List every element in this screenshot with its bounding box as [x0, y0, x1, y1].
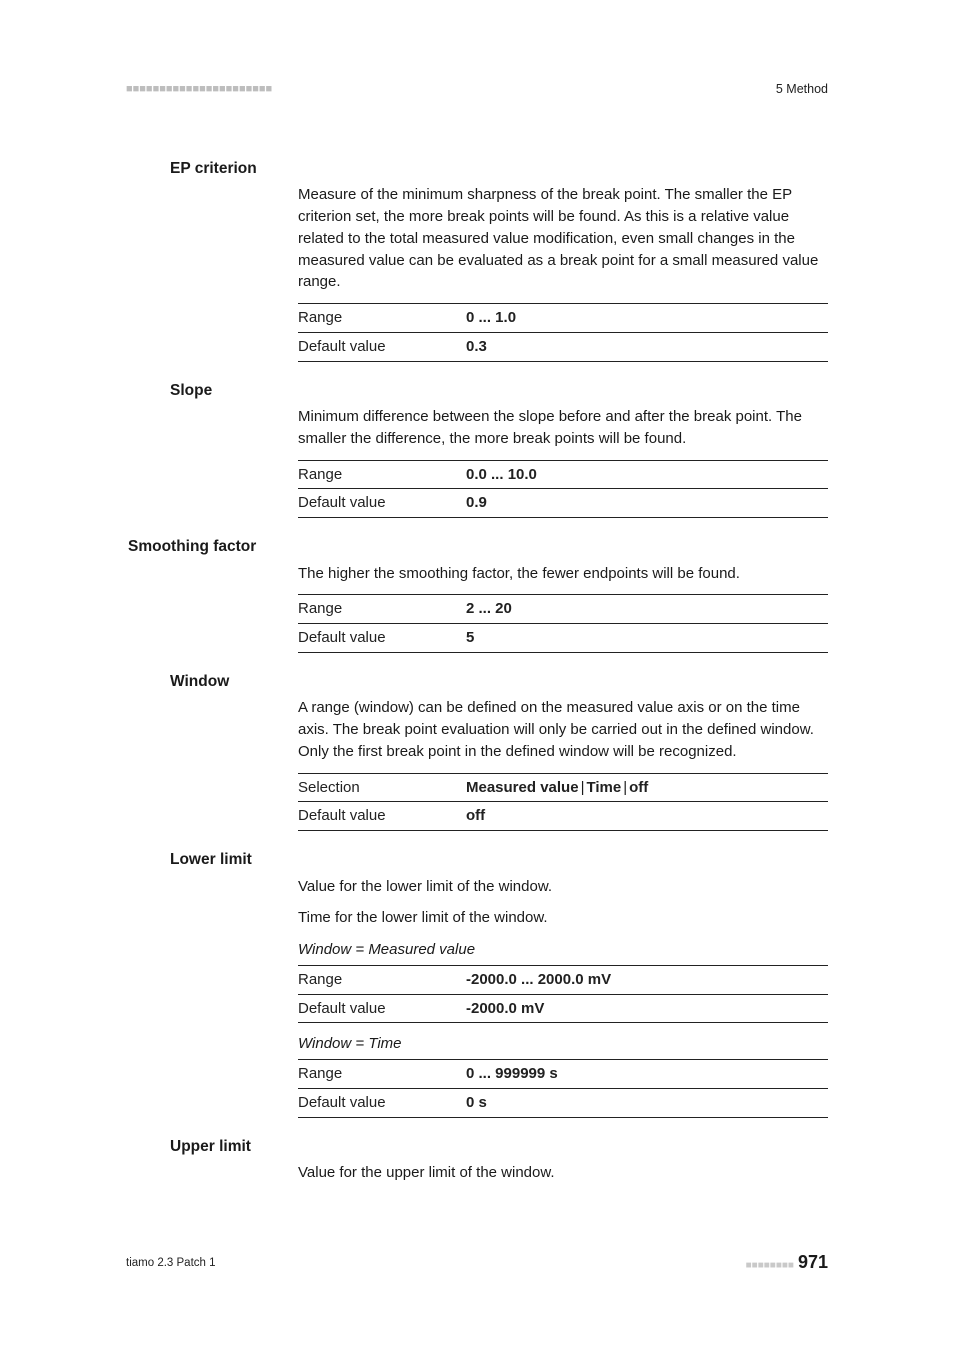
range-value: 0.0 ... 10.0	[466, 466, 537, 483]
table-row: Range 0.0 ... 10.0	[298, 460, 828, 489]
default-value: 0.9	[466, 494, 487, 511]
table-row: Default value 0 s	[298, 1088, 828, 1117]
range-label: Range	[298, 460, 466, 489]
table-row: Range -2000.0 ... 2000.0 mV	[298, 965, 828, 994]
lower-table-time: Range 0 ... 999999 s Default value 0 s	[298, 1059, 828, 1118]
default-value: 0 s	[466, 1094, 487, 1111]
default-label: Default value	[298, 332, 466, 361]
default-value: -2000.0 mV	[466, 1000, 544, 1017]
range-label: Range	[298, 595, 466, 624]
term-smoothing-factor: Smoothing factor	[128, 536, 828, 558]
term-ep-criterion: EP criterion	[170, 158, 828, 180]
default-label: Default value	[298, 624, 466, 653]
smoothing-table: Range 2 ... 20 Default value 5	[298, 594, 828, 653]
smoothing-desc: The higher the smoothing factor, the few…	[298, 563, 828, 585]
window-table: Selection Measured value|Time|off Defaul…	[298, 773, 828, 832]
page-header: ■■■■■■■■■■■■■■■■■■■■■■ 5 Method	[0, 82, 954, 98]
lower-desc-1: Value for the lower limit of the window.	[298, 876, 828, 898]
range-value: -2000.0 ... 2000.0 mV	[466, 971, 611, 988]
default-label: Default value	[298, 489, 466, 518]
term-window: Window	[170, 671, 828, 693]
header-section-label: 5 Method	[776, 80, 828, 98]
footer-page: ■■■■■■■■ 971	[746, 1249, 828, 1275]
default-value: 5	[466, 629, 474, 646]
slope-table: Range 0.0 ... 10.0 Default value 0.9	[298, 460, 828, 519]
term-upper-limit: Upper limit	[170, 1136, 828, 1158]
range-value: 0 ... 999999 s	[466, 1065, 558, 1082]
range-label: Range	[298, 304, 466, 333]
upper-desc: Value for the upper limit of the window.	[298, 1162, 828, 1184]
table-row: Range 2 ... 20	[298, 595, 828, 624]
table-row: Range 0 ... 999999 s	[298, 1060, 828, 1089]
default-value: 0.3	[466, 338, 487, 355]
default-label: Default value	[298, 802, 466, 831]
lower-desc-2: Time for the lower limit of the window.	[298, 907, 828, 929]
ep-criterion-desc: Measure of the minimum sharpness of the …	[298, 184, 828, 293]
window-desc: A range (window) can be defined on the m…	[298, 697, 828, 762]
selection-opt-off: off	[629, 779, 648, 796]
page-content: EP criterion Measure of the minimum shar…	[170, 140, 828, 1194]
range-value: 2 ... 20	[466, 600, 512, 617]
table-row: Default value 0.9	[298, 489, 828, 518]
footer-product: tiamo 2.3 Patch 1	[126, 1255, 216, 1272]
range-label: Range	[298, 965, 466, 994]
header-squares: ■■■■■■■■■■■■■■■■■■■■■■	[126, 82, 272, 98]
selection-label: Selection	[298, 773, 466, 802]
selection-opt-time: Time	[586, 779, 621, 796]
selection-opt-measured-value: Measured value	[466, 779, 579, 796]
table-row: Default value -2000.0 mV	[298, 994, 828, 1023]
table-row: Range 0 ... 1.0	[298, 304, 828, 333]
ep-criterion-table: Range 0 ... 1.0 Default value 0.3	[298, 303, 828, 362]
table-row: Default value 5	[298, 624, 828, 653]
lower-table-measured: Range -2000.0 ... 2000.0 mV Default valu…	[298, 965, 828, 1024]
term-slope: Slope	[170, 380, 828, 402]
default-value: off	[466, 807, 485, 824]
range-value: 0 ... 1.0	[466, 309, 516, 326]
selection-value: Measured value|Time|off	[466, 773, 828, 802]
default-label: Default value	[298, 1088, 466, 1117]
footer-page-number: 971	[798, 1252, 828, 1272]
term-lower-limit: Lower limit	[170, 849, 828, 871]
table-row: Default value off	[298, 802, 828, 831]
table-row: Default value 0.3	[298, 332, 828, 361]
footer-squares-icon: ■■■■■■■■	[746, 1260, 794, 1271]
table-row: Selection Measured value|Time|off	[298, 773, 828, 802]
lower-group1-label: Window = Measured value	[298, 939, 828, 961]
page-footer: tiamo 2.3 Patch 1 ■■■■■■■■ 971	[126, 1252, 828, 1272]
lower-group2-label: Window = Time	[298, 1033, 828, 1055]
default-label: Default value	[298, 994, 466, 1023]
slope-desc: Minimum difference between the slope bef…	[298, 406, 828, 450]
range-label: Range	[298, 1060, 466, 1089]
